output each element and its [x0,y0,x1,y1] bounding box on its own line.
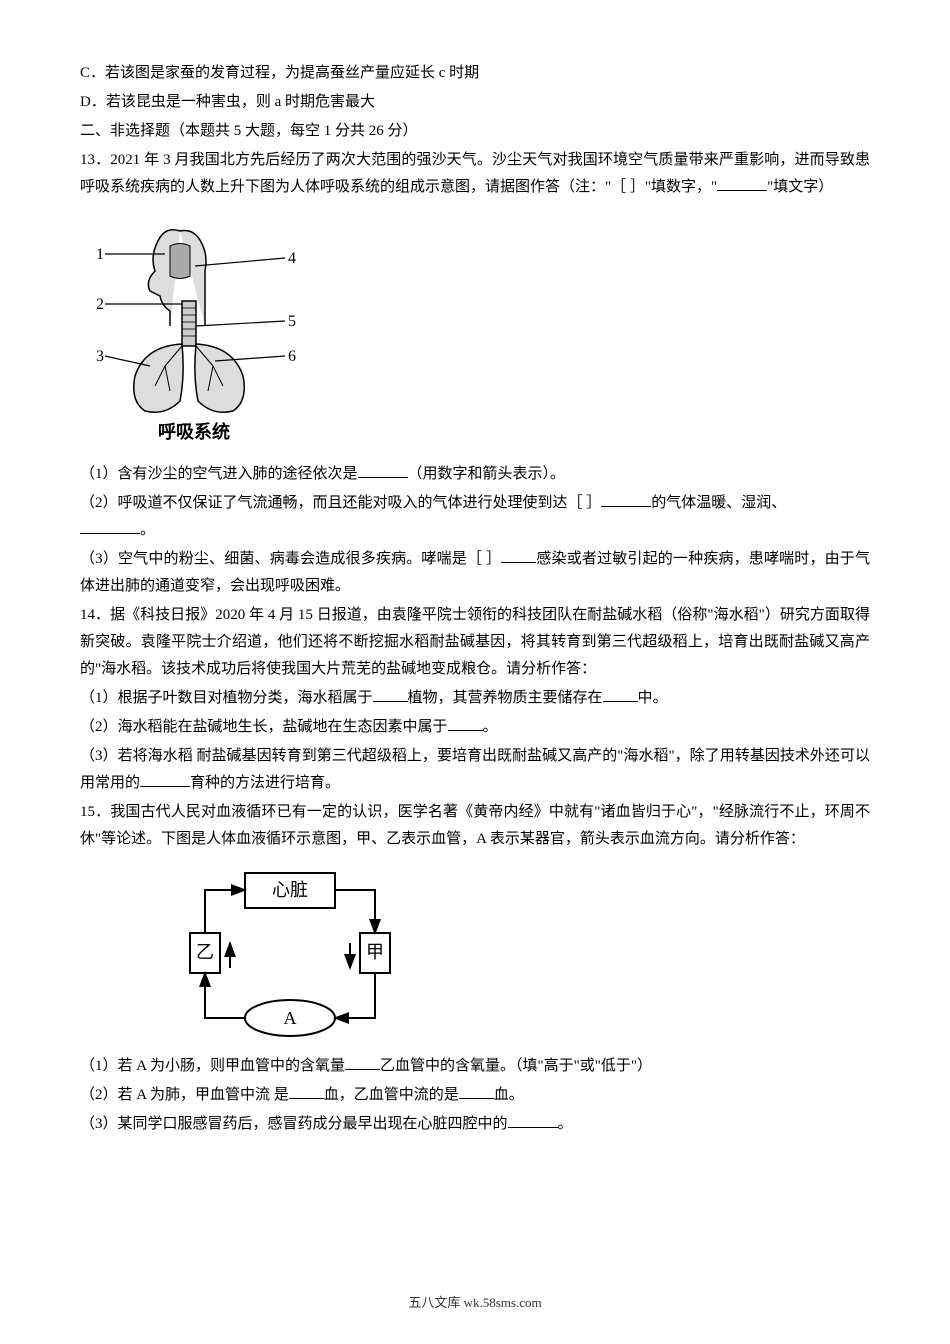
arrow-heart-jia [335,890,375,933]
q15-2a: （2）若 A 为肺，甲血管中流 是 [80,1087,289,1103]
q15-2: （2）若 A 为肺，甲血管中流 是 血，乙血管中流的是 血。 [80,1082,870,1109]
q14-1: （1）根据子叶数目对植物分类，海水稻属于 植物，其营养物质主要储存在 中。 [80,685,870,712]
q14-1a: （1）根据子叶数目对植物分类，海水稻属于 [80,690,373,706]
nasal-cavity [170,244,190,279]
q13-2a: （2）呼吸道不仅保证了气流通畅，而且还能对吸入的气体进行处理使到达［ ］ [80,495,601,511]
a-label: A [284,1008,297,1028]
label-4: 4 [288,250,296,267]
q14-2a: （2）海水稻能在盐碱地生长，盐碱地在生态因素中属于 [80,719,448,735]
q15-intro: 15．我国古代人民对血液循环已有一定的认识，医学名著《黄帝内经》中就有"诸血皆归… [80,799,870,853]
blank-q13-1 [358,463,408,478]
respiratory-svg: 1 2 3 4 5 6 呼吸系统 [90,216,300,446]
arrow-a-yi [205,973,245,1018]
blank-intro [717,176,767,191]
q14-3: （3）若将海水稻 耐盐碱基因转育到第三代超级稻上，要培育出既耐盐碱又高产的"海水… [80,743,870,797]
q14-3b: 育种的方法进行培育。 [190,775,340,791]
resp-caption: 呼吸系统 [158,421,230,442]
section-heading: 二、非选择题（本题共 5 大题，每空 1 分共 26 分） [80,118,870,145]
q15-1: （1）若 A 为小肠，则甲血管中的含氧量 乙血管中的含氧量。（填"高于"或"低于"… [80,1053,870,1080]
q14-1c: 中。 [638,690,668,706]
q13-2: （2）呼吸道不仅保证了气流通畅，而且还能对吸入的气体进行处理使到达［ ］ 的气体温… [80,490,870,544]
option-d: D．若该昆虫是一种害虫，则 a 时期危害最大 [80,89,870,116]
blank-q13-2a [601,492,651,507]
q14-2b: 。 [483,719,498,735]
q15-3b: 。 [558,1116,573,1132]
blank-q14-2 [448,716,483,731]
q13-intro-text-b: "填文字） [767,179,833,195]
blank-q15-2b [459,1084,494,1099]
label-5: 5 [288,313,296,330]
q13-3: （3）空气中的粉尘、细菌、病毒会造成很多疾病。哮喘是［ ］感染或者过敏引起的一种… [80,546,870,600]
blank-q13-3 [501,548,536,563]
jia-label: 甲 [366,942,384,962]
yi-label: 乙 [196,942,214,962]
q13-2c: 。 [140,522,155,538]
label-line-4 [195,258,285,266]
blank-q15-1 [345,1055,380,1070]
q13-2b: 的气体温暖、湿润、 [651,495,786,511]
q15-3a: （3）某同学口服感冒药后，感冒药成分最早出现在心脏四腔中的 [80,1116,508,1132]
arrow-jia-a [335,973,375,1018]
blank-q14-1b [603,687,638,702]
label-6: 6 [288,348,296,365]
blank-q14-1a [373,687,408,702]
q15-1a: （1）若 A 为小肠，则甲血管中的含氧量 [80,1058,345,1074]
blank-q15-2a [289,1084,324,1099]
q13-1: （1）含有沙尘的空气进入肺的途径依次是 （用数字和箭头表示）。 [80,461,870,488]
q15-1b: 乙血管中的含氧量。（填"高于"或"低于"） [380,1058,652,1074]
heart-label: 心脏 [272,880,308,900]
q14-intro: 14．据《科技日报》2020 年 4 月 15 日报道，由袁隆平院士领衔的科技团… [80,602,870,683]
blank-q14-3 [140,772,190,787]
q14-1b: 植物，其营养物质主要储存在 [408,690,603,706]
label-2: 2 [96,296,104,313]
q15-3: （3）某同学口服感冒药后，感冒药成分最早出现在心脏四腔中的 。 [80,1111,870,1138]
q13-1b: （用数字和箭头表示）。 [408,466,566,482]
q14-2: （2）海水稻能在盐碱地生长，盐碱地在生态因素中属于 。 [80,714,870,741]
q13-3a: （3）空气中的粉尘、细菌、病毒会造成很多疾病。哮喘是［ ］ [80,551,501,567]
q15-2c: 血。 [494,1087,524,1103]
blank-q13-2b [80,519,140,534]
q13-intro: 13．2021 年 3 月我国北方先后经历了两次大范围的强沙天气。沙尘天气对我国… [80,147,870,201]
label-3: 3 [96,348,104,365]
label-line-5 [196,321,285,326]
respiratory-figure: 1 2 3 4 5 6 呼吸系统 [80,211,870,451]
option-c: C．若该图是家蚕的发育过程，为提高蚕丝产量应延长 c 时期 [80,60,870,87]
label-1: 1 [96,246,104,263]
blank-q15-3 [508,1113,558,1128]
q13-1a: （1）含有沙尘的空气进入肺的途径依次是 [80,466,358,482]
q15-2b: 血，乙血管中流的是 [324,1087,459,1103]
arrow-yi-heart [205,890,245,933]
page-footer: 五八文库 wk.58sms.com [0,1291,950,1314]
circulation-svg: 心脏 A 乙 甲 [180,863,400,1043]
